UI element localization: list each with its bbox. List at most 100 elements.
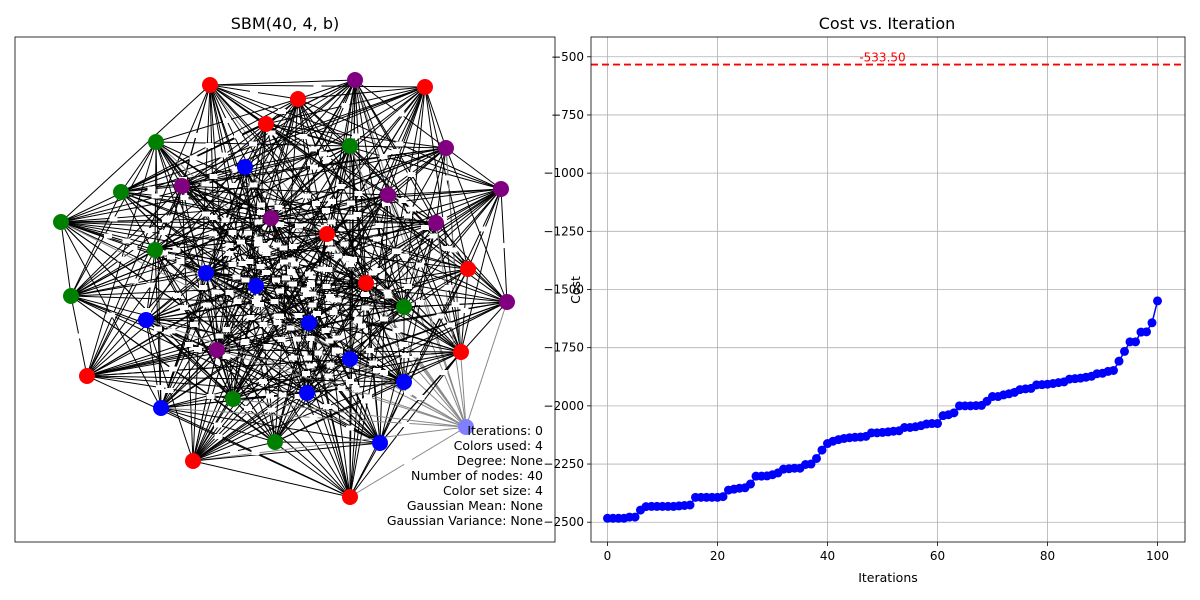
edge-label [307, 282, 315, 287]
graph-edge [86, 86, 426, 377]
edge-label [395, 141, 404, 147]
edge-label [421, 225, 429, 230]
graph-edge [192, 306, 405, 462]
edge-label [322, 208, 330, 213]
edge-label [143, 308, 151, 313]
graph-node [428, 215, 444, 231]
edge-label [117, 256, 126, 262]
edge-label [205, 143, 214, 148]
edge-label [401, 422, 410, 427]
graph-edge [255, 285, 405, 383]
graph-node [453, 344, 469, 360]
graph-edge [160, 407, 381, 444]
edge-label [361, 305, 370, 311]
edge-label [147, 186, 156, 192]
graph-edge [145, 285, 257, 321]
graph-edge [403, 268, 469, 308]
cost-point [630, 512, 640, 522]
edge-label [249, 141, 257, 147]
graph-edge [216, 349, 351, 498]
edge-label [293, 336, 301, 342]
edge-label [349, 257, 357, 262]
graph-node [301, 315, 317, 331]
edge-label [480, 226, 489, 232]
info-line: Color set size: 4 [443, 483, 543, 498]
edge-label [354, 191, 363, 196]
reference-line-label: -533.50 [859, 51, 905, 65]
edge-label [250, 89, 258, 95]
edge-label [234, 133, 242, 139]
edge-label [346, 379, 354, 384]
y-tick-label: −2500 [543, 515, 584, 529]
edge-label [310, 164, 318, 170]
graph-edge [70, 249, 156, 297]
edge-label [225, 243, 234, 248]
edge-label [266, 393, 274, 399]
graph-edge [387, 194, 467, 428]
graph-edge [297, 86, 426, 100]
graph-edge [60, 221, 72, 297]
edge-label [342, 256, 351, 261]
edge-label [396, 111, 405, 117]
edge-label [313, 311, 321, 316]
edge-label [244, 406, 252, 411]
graph-edge [387, 86, 426, 196]
edge-label [201, 181, 210, 187]
edge-label [282, 275, 290, 281]
edge-label [214, 434, 223, 439]
edge-label [332, 335, 341, 341]
graph-edge [306, 301, 508, 394]
edge-label [366, 348, 374, 353]
graph-edge [308, 322, 462, 353]
edge-label [169, 366, 177, 372]
edge-label [347, 214, 355, 220]
edge-label [351, 385, 360, 390]
edge-label [447, 322, 455, 328]
edge-label [253, 295, 262, 301]
reference-line-group: -533.50 [591, 51, 1185, 66]
graph-node [263, 210, 279, 226]
edge-label [203, 302, 211, 308]
graph-node [174, 178, 190, 194]
edge-label [294, 313, 303, 318]
edge-label [393, 249, 402, 254]
edge-label [306, 363, 315, 369]
graph-edge [145, 319, 310, 324]
graph-edge [465, 301, 508, 428]
edge-label [172, 247, 181, 253]
edge-label [199, 285, 207, 290]
edge-label [333, 297, 342, 303]
edge-label [209, 215, 218, 220]
edge-label [398, 198, 407, 203]
edge-label [259, 379, 267, 384]
info-line: Gaussian Mean: None [407, 498, 543, 513]
graph-node [153, 400, 169, 416]
edge-label [436, 313, 445, 319]
graph-edge [216, 166, 246, 351]
edge-label [312, 201, 320, 206]
y-tick-label: −1750 [543, 341, 584, 355]
edge-label [306, 336, 315, 341]
graph-node [237, 159, 253, 175]
y-axis-label: Cost [568, 276, 583, 304]
edge-label [215, 333, 224, 339]
graph-edge [216, 349, 234, 400]
cost-series-line [607, 300, 1159, 520]
edge-label [335, 348, 343, 354]
graph-edge [445, 147, 467, 428]
edge-label [361, 398, 369, 404]
edge-label [156, 385, 164, 390]
edge-label [228, 230, 237, 235]
edge-label [305, 271, 313, 277]
edge-label [222, 327, 231, 332]
edge-label [192, 133, 200, 138]
graph-node [185, 453, 201, 469]
edge-label [407, 172, 416, 177]
edge-label [392, 328, 401, 333]
graph-edge [349, 145, 447, 149]
edge-label [404, 459, 412, 465]
edge-label [442, 175, 451, 181]
edge-label [337, 386, 346, 391]
x-tick-label: 60 [930, 549, 945, 563]
edge-label [347, 200, 355, 206]
